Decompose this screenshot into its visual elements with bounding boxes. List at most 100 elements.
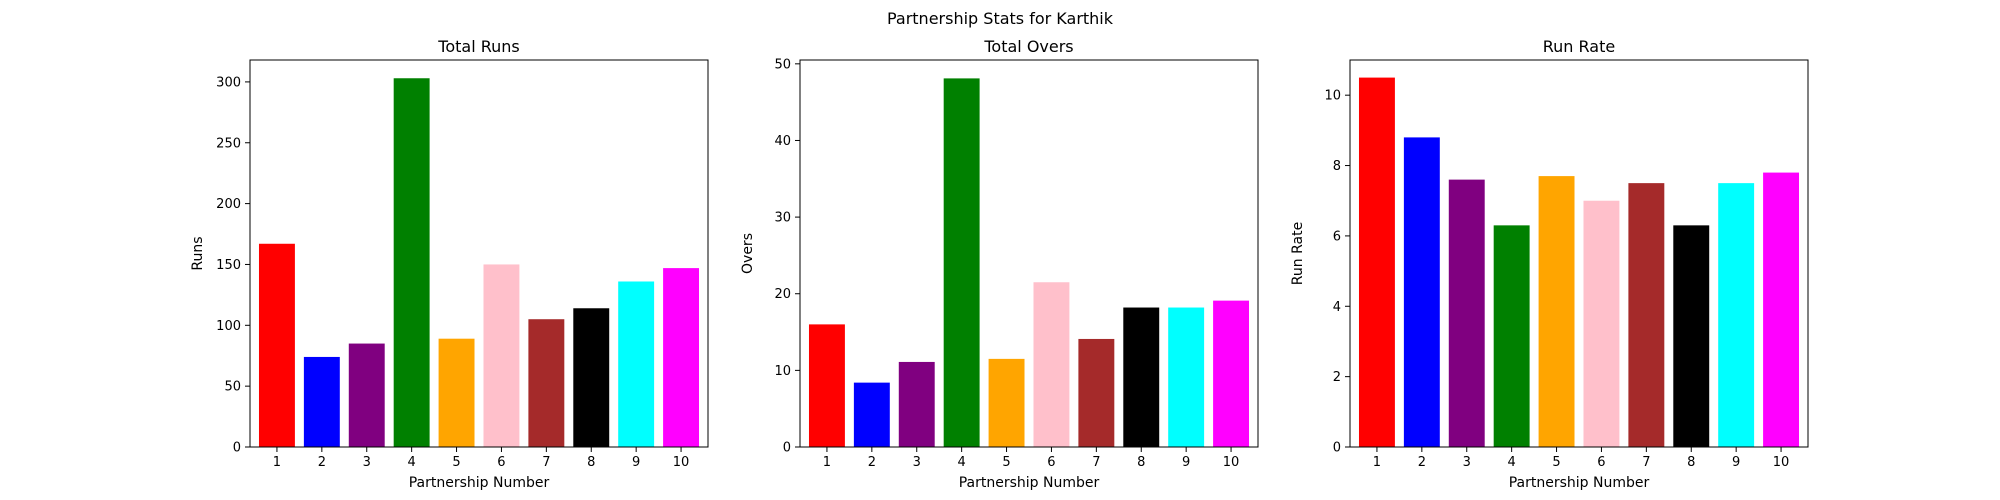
x-tick-label: 9 (632, 455, 640, 470)
y-tick-label: 2 (1333, 370, 1341, 385)
chart-total-overs: Total Overs Partnership Number Overs 1 2 3… (740, 37, 1259, 491)
figure-suptitle: Partnership Stats for Karthik (887, 9, 1114, 28)
bar-3 (348, 343, 385, 447)
x-tick-label: 9 (1732, 455, 1740, 470)
y-tick-label: 10 (1324, 89, 1341, 104)
y-tick-label: 8 (1333, 159, 1341, 174)
y-tick-label: 250 (216, 136, 241, 151)
bar-5 (988, 358, 1025, 447)
bar-5 (438, 338, 475, 447)
x-tick-label: 10 (673, 455, 690, 470)
y-tick-label: 0 (233, 441, 241, 456)
bar-4 (943, 78, 980, 447)
bar-8 (1673, 225, 1710, 447)
bar-9 (1168, 307, 1205, 447)
y-tick-label: 200 (216, 197, 241, 212)
y-tick-label: 100 (216, 319, 241, 334)
bar-8 (1123, 307, 1160, 447)
y-tick-label: 10 (774, 364, 791, 379)
tick-group: 1 2 3 4 5 6 7 8 9 10 0 2 4 6 8 10 (1324, 89, 1789, 470)
x-axis-label: Partnership Number (409, 475, 550, 491)
x-tick-label: 8 (1687, 455, 1695, 470)
bar-6 (1583, 200, 1620, 447)
x-tick-label: 5 (452, 455, 460, 470)
bar-2 (1403, 137, 1440, 447)
y-tick-label: 6 (1333, 229, 1341, 244)
x-tick-label: 10 (1773, 455, 1790, 470)
x-tick-label: 4 (1508, 455, 1516, 470)
x-tick-label: 3 (363, 455, 371, 470)
x-axis-label: Partnership Number (1509, 475, 1650, 491)
y-tick-label: 50 (774, 57, 791, 72)
axes-frame (249, 59, 709, 448)
x-tick-label: 2 (318, 455, 326, 470)
bar-2 (853, 382, 890, 447)
x-tick-label: 2 (1418, 455, 1426, 470)
tick-group: 1 2 3 4 5 6 7 8 9 10 0 10 20 30 40 50 (774, 57, 1239, 470)
y-tick-label: 40 (774, 134, 791, 149)
bar-10 (1213, 300, 1250, 447)
y-axis-label: Run Rate (1290, 222, 1306, 285)
x-tick-label: 1 (823, 455, 831, 470)
x-tick-label: 4 (408, 455, 416, 470)
bar-7 (1628, 183, 1665, 448)
y-tick-label: 300 (216, 75, 241, 90)
y-tick-label: 0 (783, 441, 791, 456)
bar-1 (1358, 77, 1395, 447)
bar-1 (808, 324, 845, 447)
x-tick-label: 7 (542, 455, 550, 470)
chart-title: Total Runs (437, 37, 519, 56)
bar-7 (528, 319, 565, 447)
chart-run-rate: Run Rate Partnership Number Run Rate 1 2 3… (1290, 37, 1809, 491)
bar-10 (663, 268, 700, 447)
y-axis-label: Runs (190, 236, 206, 270)
y-tick-label: 30 (774, 211, 791, 226)
bar-7 (1078, 338, 1115, 447)
bar-9 (618, 281, 655, 447)
x-tick-label: 1 (273, 455, 281, 470)
x-tick-label: 7 (1092, 455, 1100, 470)
x-tick-label: 3 (1463, 455, 1471, 470)
y-axis-label: Overs (740, 233, 756, 274)
x-tick-label: 6 (1047, 455, 1055, 470)
y-tick-label: 50 (224, 380, 241, 395)
bar-4 (393, 78, 430, 448)
bar-8 (573, 308, 610, 447)
x-tick-label: 5 (1002, 455, 1010, 470)
y-tick-label: 150 (216, 258, 241, 273)
chart-title: Run Rate (1543, 37, 1615, 56)
bar-1 (258, 243, 295, 447)
axes-frame (1349, 59, 1809, 448)
x-tick-label: 4 (958, 455, 966, 470)
x-tick-label: 6 (497, 455, 505, 470)
bar-3 (898, 361, 935, 447)
x-tick-label: 8 (1137, 455, 1145, 470)
x-tick-label: 8 (587, 455, 595, 470)
bar-9 (1718, 183, 1755, 448)
chart-total-runs: Total Runs Partnership Number Runs 1 2 3 4 5… (190, 37, 709, 491)
bar-6 (1033, 282, 1070, 447)
axes-frame (799, 59, 1259, 448)
y-tick-label: 20 (774, 287, 791, 302)
x-tick-label: 7 (1642, 455, 1650, 470)
chart-title: Total Overs (983, 37, 1073, 56)
y-tick-label: 0 (1333, 441, 1341, 456)
bar-group (808, 78, 1250, 447)
x-tick-label: 6 (1597, 455, 1605, 470)
x-tick-label: 10 (1223, 455, 1240, 470)
x-tick-label: 2 (868, 455, 876, 470)
x-tick-label: 3 (913, 455, 921, 470)
x-tick-label: 1 (1373, 455, 1381, 470)
bar-4 (1493, 225, 1530, 447)
y-tick-label: 4 (1333, 300, 1341, 315)
bar-5 (1538, 176, 1575, 447)
bar-group (1358, 77, 1800, 448)
bar-6 (483, 264, 520, 447)
bar-3 (1448, 179, 1485, 448)
bar-2 (303, 356, 340, 447)
bar-group (258, 78, 700, 448)
x-axis-label: Partnership Number (959, 475, 1100, 491)
x-tick-label: 9 (1182, 455, 1190, 470)
